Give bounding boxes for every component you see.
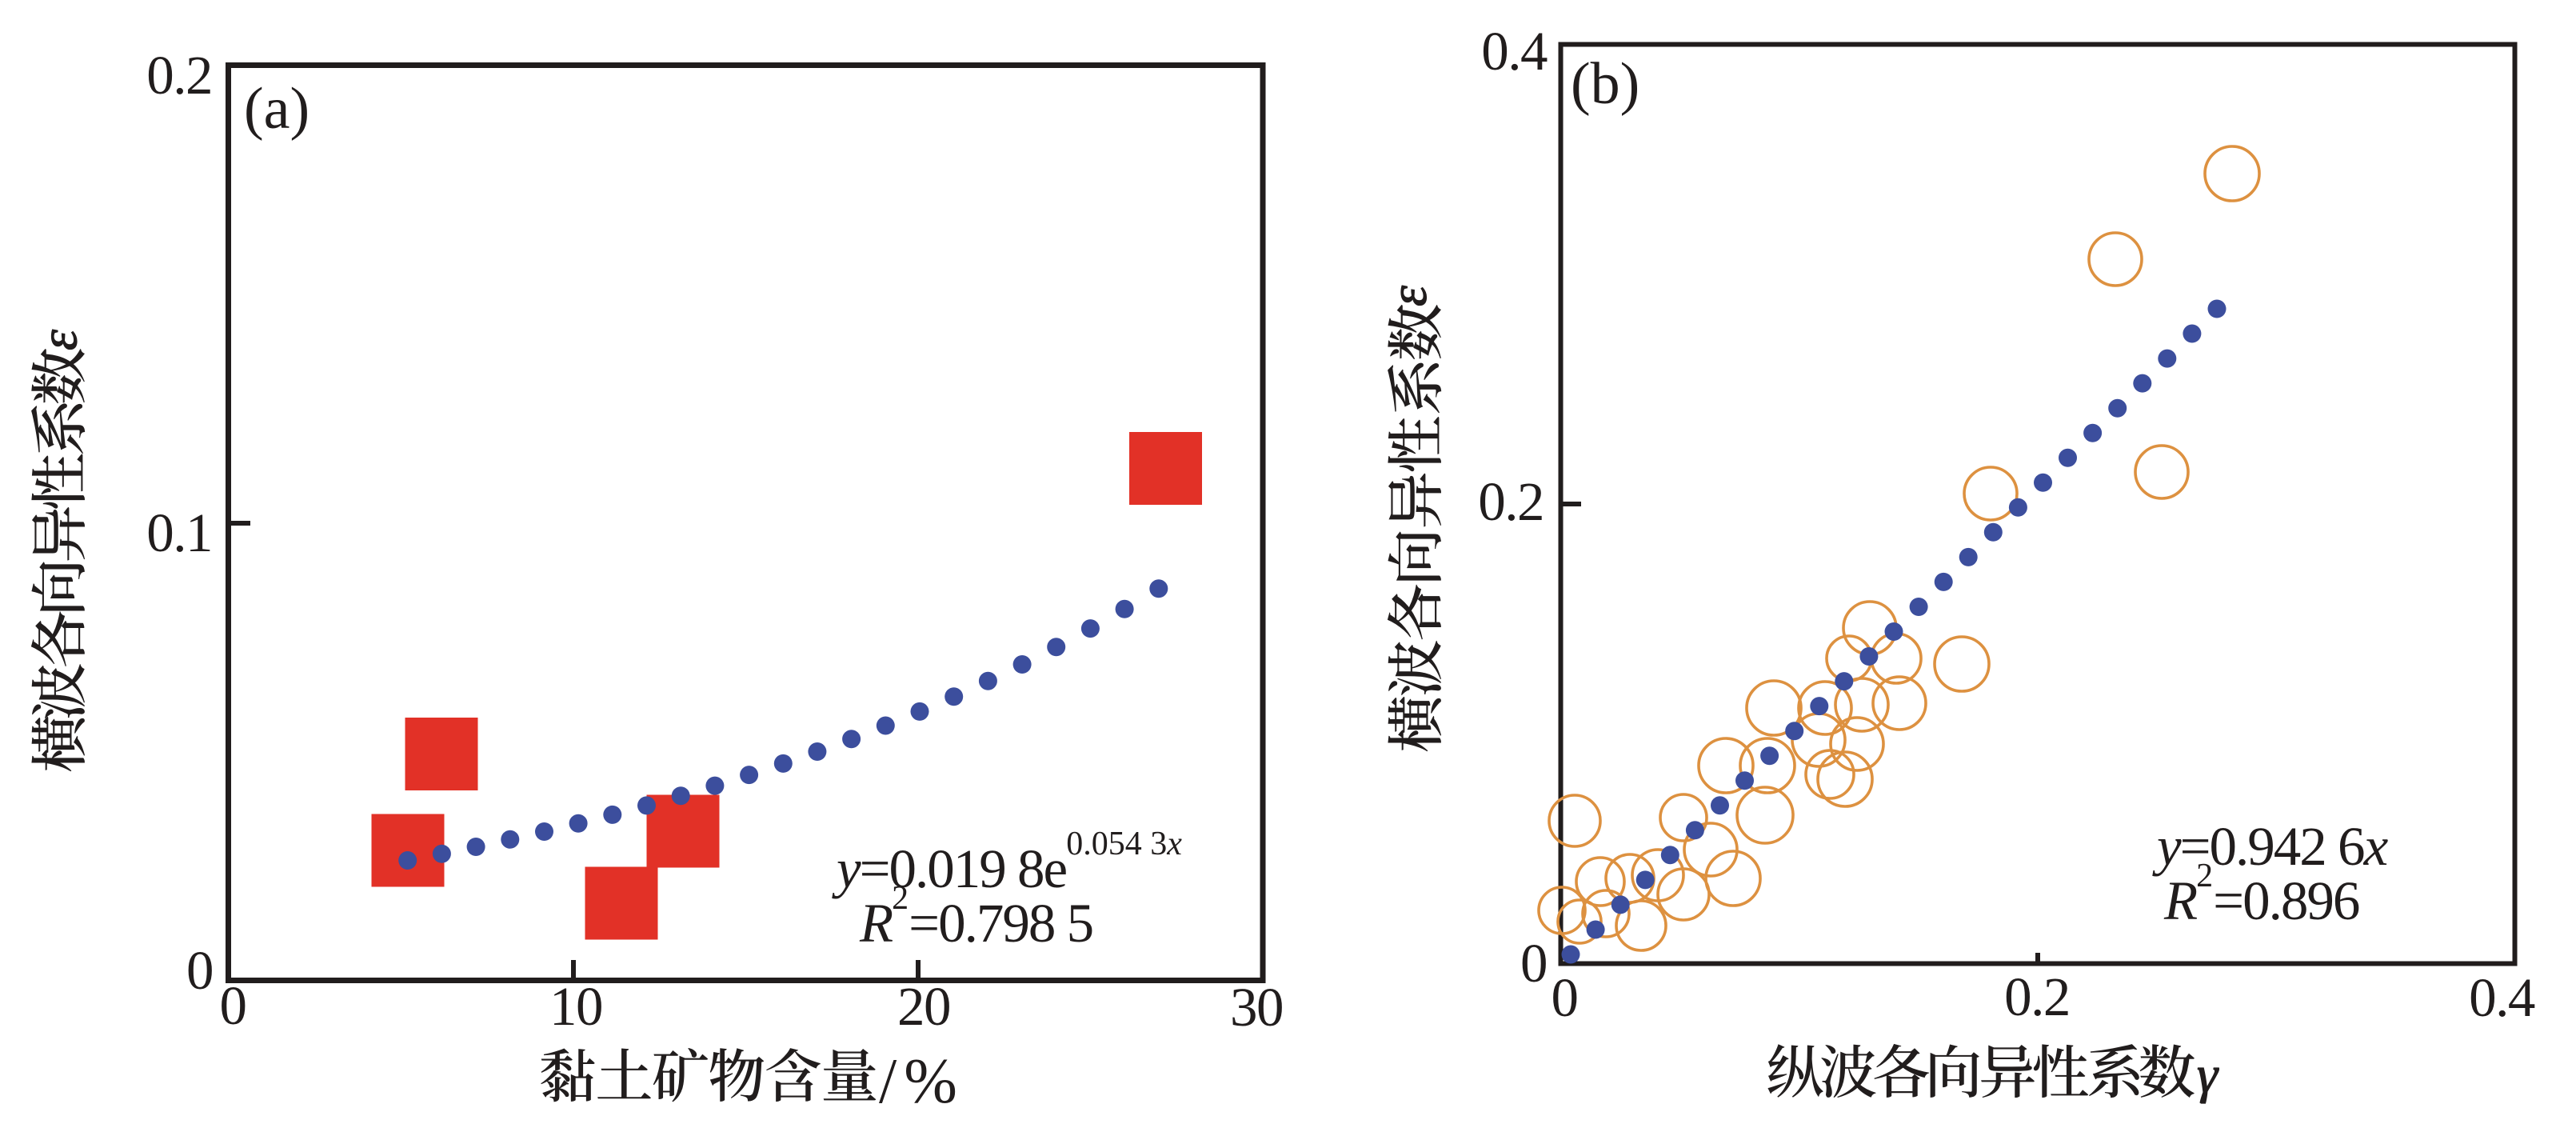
svg-text:(b): (b) xyxy=(1571,51,1639,117)
svg-text:/%: /% xyxy=(879,1046,965,1117)
svg-text:0.2: 0.2 xyxy=(1478,471,1544,532)
svg-text:y=0.942 6x: y=0.942 6x xyxy=(2152,816,2389,877)
svg-text:20: 20 xyxy=(897,976,950,1037)
svg-text:ε: ε xyxy=(1380,286,1438,306)
svg-text:R2=0.798 5: R2=0.798 5 xyxy=(859,880,1092,954)
svg-text:0.2: 0.2 xyxy=(2004,966,2070,1027)
svg-text:0.4: 0.4 xyxy=(1481,21,1548,82)
svg-text:10: 10 xyxy=(549,976,602,1037)
svg-text:0: 0 xyxy=(220,975,246,1036)
svg-text:30: 30 xyxy=(1230,977,1283,1038)
svg-text:0.1: 0.1 xyxy=(146,502,212,563)
svg-text:0.2: 0.2 xyxy=(146,45,212,106)
svg-text:0.4: 0.4 xyxy=(2469,967,2535,1028)
svg-text:0: 0 xyxy=(1520,933,1547,994)
svg-text:ε: ε xyxy=(30,330,89,350)
svg-text:R2=0.896: R2=0.896 xyxy=(2163,858,2359,931)
svg-text:(a): (a) xyxy=(244,76,310,142)
svg-text:γ: γ xyxy=(2197,1046,2219,1104)
svg-text:0: 0 xyxy=(1552,967,1578,1028)
svg-text:0: 0 xyxy=(186,940,213,1001)
